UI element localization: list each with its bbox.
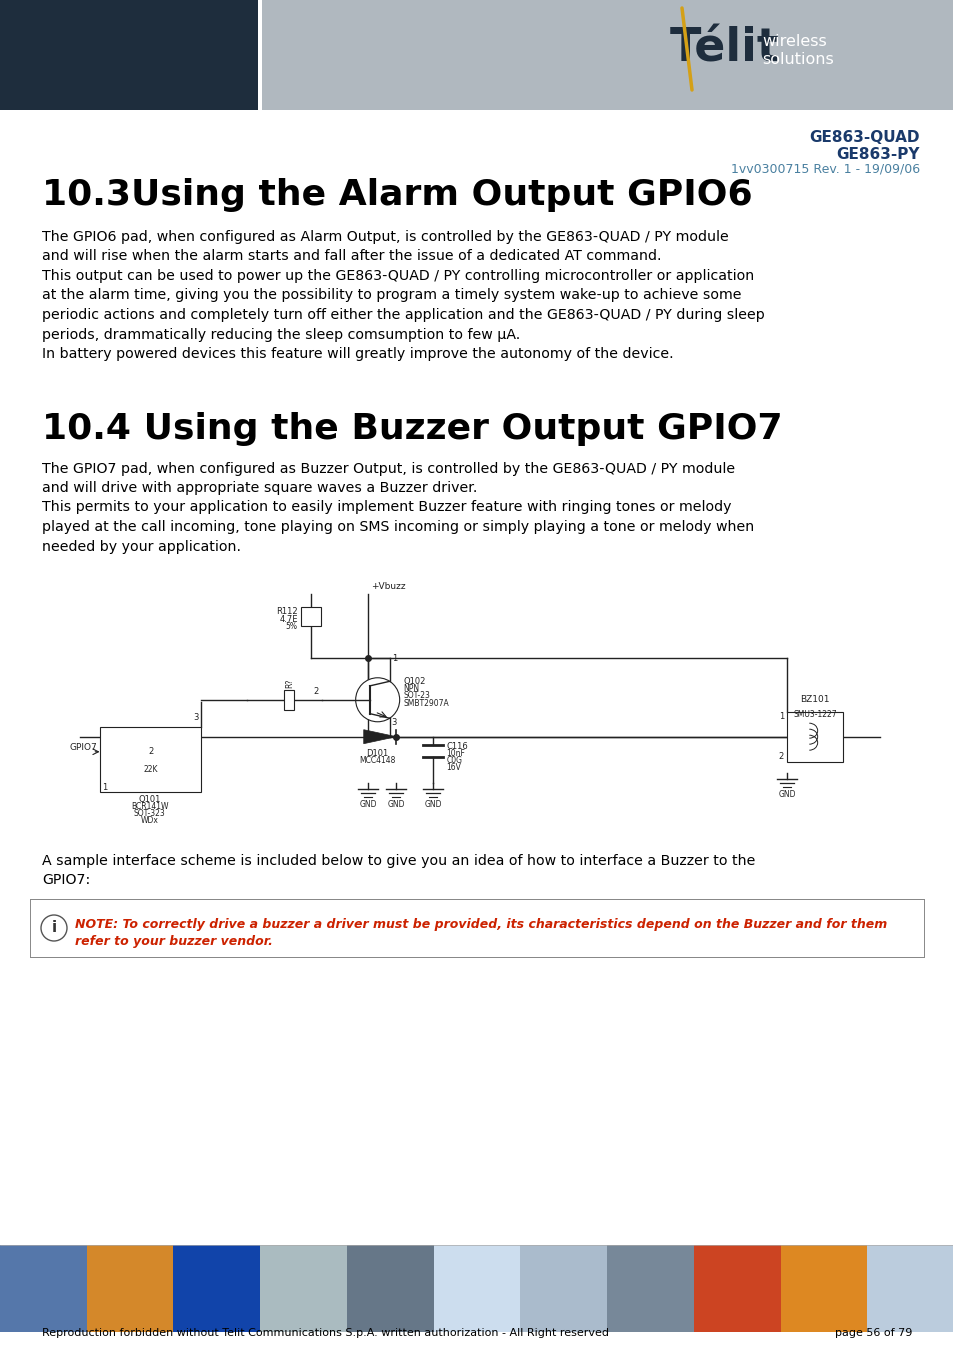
Text: i: i <box>51 921 56 936</box>
Text: played at the call incoming, tone playing on SMS incoming or simply playing a to: played at the call incoming, tone playin… <box>42 520 754 535</box>
Bar <box>300 608 320 626</box>
Text: 4.7E: 4.7E <box>279 614 297 624</box>
Text: The GPIO6 pad, when configured as Alarm Output, is controlled by the GE863-QUAD : The GPIO6 pad, when configured as Alarm … <box>42 230 728 244</box>
Text: GPIO7: GPIO7 <box>70 744 97 752</box>
Text: BZ101: BZ101 <box>800 695 829 703</box>
Circle shape <box>355 678 399 722</box>
Text: +Vbuzz: +Vbuzz <box>371 582 406 591</box>
Bar <box>786 711 841 761</box>
Text: page 56 of 79: page 56 of 79 <box>834 1328 911 1338</box>
Text: wireless: wireless <box>761 34 826 49</box>
Text: 1: 1 <box>392 653 396 663</box>
Text: at the alarm time, giving you the possibility to program a timely system wake-up: at the alarm time, giving you the possib… <box>42 289 740 302</box>
Bar <box>347 1245 434 1332</box>
Text: GE863-QUAD: GE863-QUAD <box>809 130 919 144</box>
Bar <box>30 899 923 957</box>
Text: A sample interface scheme is included below to give you an idea of how to interf: A sample interface scheme is included be… <box>42 855 755 868</box>
Bar <box>257 0 262 109</box>
Text: needed by your application.: needed by your application. <box>42 540 241 553</box>
Text: 1: 1 <box>778 713 783 721</box>
Text: 5%: 5% <box>285 622 297 632</box>
Text: GE863-PY: GE863-PY <box>836 147 919 162</box>
Text: SOT-23: SOT-23 <box>403 691 430 701</box>
Text: This permits to your application to easily implement Buzzer feature with ringing: This permits to your application to easi… <box>42 501 731 514</box>
Text: C116: C116 <box>446 741 468 751</box>
Bar <box>780 1245 866 1332</box>
Bar <box>693 1245 780 1332</box>
Bar <box>0 0 257 109</box>
Circle shape <box>41 915 67 941</box>
Text: This output can be used to power up the GE863-QUAD / PY controlling microcontrol: This output can be used to power up the … <box>42 269 754 284</box>
Bar <box>173 1245 260 1332</box>
Text: 10.3Using the Alarm Output GPIO6: 10.3Using the Alarm Output GPIO6 <box>42 178 752 212</box>
Text: GPIO7:: GPIO7: <box>42 873 91 887</box>
Bar <box>284 690 294 710</box>
Text: periods, drammatically reducing the sleep comsumption to few μA.: periods, drammatically reducing the slee… <box>42 328 519 342</box>
Text: NPN: NPN <box>403 684 419 693</box>
Text: BCR141W: BCR141W <box>131 802 169 811</box>
Text: GND: GND <box>387 799 405 809</box>
Text: The GPIO7 pad, when configured as Buzzer Output, is controlled by the GE863-QUAD: The GPIO7 pad, when configured as Buzzer… <box>42 462 735 475</box>
Text: R112: R112 <box>275 608 297 617</box>
Text: Q101: Q101 <box>138 795 161 805</box>
Text: SMBT2907A: SMBT2907A <box>403 699 449 707</box>
Bar <box>260 1245 347 1332</box>
Text: 2: 2 <box>314 687 318 695</box>
Text: 16V: 16V <box>446 763 461 772</box>
Bar <box>262 0 953 109</box>
Bar <box>0 1245 87 1332</box>
Text: In battery powered devices this feature will greatly improve the autonomy of the: In battery powered devices this feature … <box>42 347 673 360</box>
Text: WDx: WDx <box>141 817 158 825</box>
Text: and will drive with appropriate square waves a Buzzer driver.: and will drive with appropriate square w… <box>42 481 477 495</box>
Text: SOT-323: SOT-323 <box>133 809 166 818</box>
Text: 10nF: 10nF <box>446 749 465 757</box>
Text: periodic actions and completely turn off either the application and the GE863-QU: periodic actions and completely turn off… <box>42 308 764 323</box>
Bar <box>434 1245 519 1332</box>
Text: D101: D101 <box>366 749 389 757</box>
Text: C0G: C0G <box>446 756 462 764</box>
Bar <box>87 1245 173 1332</box>
Text: GND: GND <box>359 799 376 809</box>
Text: Q102: Q102 <box>403 676 426 686</box>
Text: Reproduction forbidden without Telit Communications S.p.A. written authorization: Reproduction forbidden without Telit Com… <box>42 1328 608 1338</box>
Text: solutions: solutions <box>761 51 833 66</box>
Polygon shape <box>363 730 395 744</box>
Text: and will rise when the alarm starts and fall after the issue of a dedicated AT c: and will rise when the alarm starts and … <box>42 250 660 263</box>
Text: NOTE: To correctly drive a buzzer a driver must be provided, its characteristics: NOTE: To correctly drive a buzzer a driv… <box>75 918 886 932</box>
Text: SMU3-1227: SMU3-1227 <box>792 710 836 718</box>
Text: MCC4148: MCC4148 <box>359 756 395 764</box>
Text: 1: 1 <box>102 783 108 792</box>
Bar <box>100 728 201 792</box>
Bar <box>866 1245 953 1332</box>
Text: GND: GND <box>778 790 795 799</box>
Text: 3: 3 <box>392 718 396 728</box>
Text: Télit: Télit <box>669 27 779 72</box>
Text: 2: 2 <box>148 748 153 756</box>
Bar <box>519 1245 606 1332</box>
Bar <box>606 1245 693 1332</box>
Text: R?: R? <box>285 679 294 687</box>
Text: 1vv0300715 Rev. 1 - 19/09/06: 1vv0300715 Rev. 1 - 19/09/06 <box>730 163 919 176</box>
Text: 10.4 Using the Buzzer Output GPIO7: 10.4 Using the Buzzer Output GPIO7 <box>42 412 781 446</box>
Text: 3: 3 <box>193 713 199 722</box>
Text: 22K: 22K <box>143 765 158 775</box>
Text: refer to your buzzer vendor.: refer to your buzzer vendor. <box>75 936 273 948</box>
Text: 2: 2 <box>778 752 783 761</box>
Text: GND: GND <box>424 799 442 809</box>
